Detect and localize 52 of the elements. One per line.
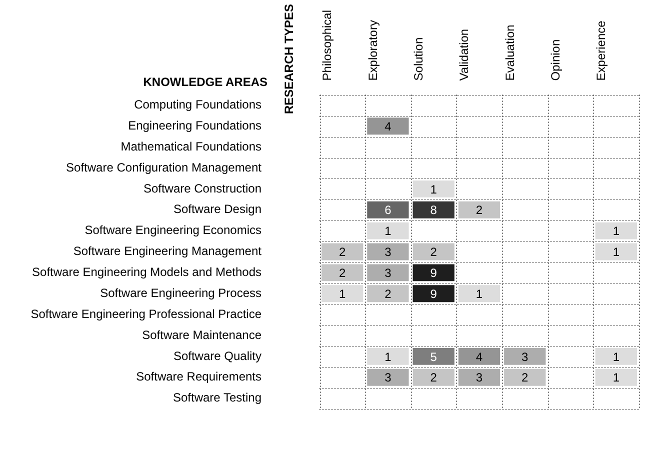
data-label: 2 [338,266,346,280]
y-tick-label: Software Requirements [136,370,262,384]
data-label: 2 [384,286,392,301]
data-label: 2 [476,203,483,218]
data-label: 4 [476,350,483,364]
y-tick-label: Engineering Foundations [128,118,262,132]
data-label: 3 [384,245,392,260]
y-tick-label: Software Testing [173,390,262,405]
data-label: 1 [612,370,620,385]
y-tick-label: Software Engineering Economics [84,223,262,238]
y-tick-label: Software Configuration Management [66,160,262,174]
data-label: 4 [384,119,392,134]
x-tick-label: Validation [457,28,472,81]
data-label: 6 [384,203,392,218]
data-label: 5 [430,350,438,364]
y-axis-title: KNOWLEDGE AREAS [143,75,268,90]
data-label: 1 [476,286,483,301]
data-label: 2 [430,245,438,260]
data-label: 3 [384,266,392,280]
y-tick-label: Software Quality [173,348,262,363]
data-label: 1 [384,350,392,364]
x-tick-label: Philosophical [320,10,334,81]
x-tick-label: Evaluation [502,24,517,81]
text: RESEARCH TYPES [282,4,296,114]
y-tick-label: Software Engineering Models and Methods [32,265,262,280]
y-tick-label: Software Engineering Process [100,286,262,300]
x-tick-label: Opinion [548,39,562,81]
y-tick-label: Mathematical Foundations [120,139,262,154]
x-tick-label: Exploratory [366,20,380,81]
data-label: 2 [430,370,438,385]
y-tick-label: Software Design [173,202,262,216]
data-label: 1 [384,224,392,238]
data-label: 9 [430,286,438,301]
data-label: 1 [612,245,620,260]
data-label: 3 [476,370,483,385]
y-tick-label: Software Maintenance [142,328,262,342]
data-label: 2 [338,245,346,260]
y-tick-label: Software Engineering Management [73,244,262,258]
y-tick-label: Software Engineering Professional Practice [30,306,262,321]
data-label: 8 [430,203,438,218]
y-tick-label: Computing Foundations [134,97,262,112]
x-tick-label: Solution [412,37,426,81]
data-label: 3 [384,370,392,385]
data-label: 1 [430,182,438,196]
x-tick-label: Experience [594,20,608,81]
data-label: 9 [430,266,438,280]
data-label: 1 [612,224,620,238]
data-label: 3 [522,350,529,364]
data-label: 1 [338,286,346,301]
data-label: 2 [522,370,529,385]
data-label: 1 [612,350,620,364]
y-tick-label: Software Construction [143,181,262,196]
